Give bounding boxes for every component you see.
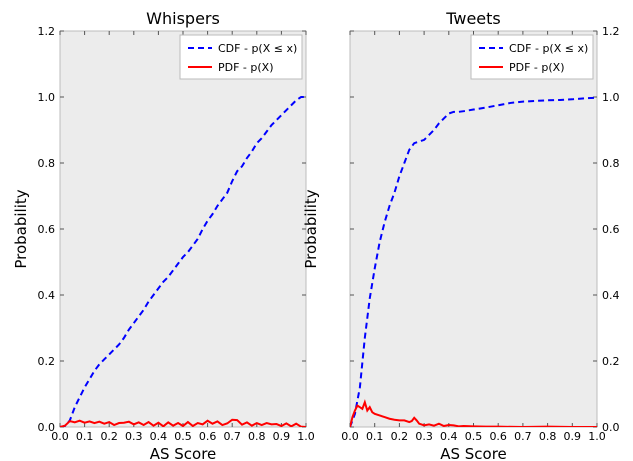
legend-box [179,34,303,80]
x-tick-label: 1.0 [588,430,606,443]
x-tick-label: 0.9 [273,430,291,443]
legend-label: CDF - p(X ≤ x) [509,42,588,55]
chart-panel-1: 0.0 0.1 0.2 0.3 0.4 0.5 0.6 0.7 0.8 0.9 1.00.00.20… [302,9,620,461]
y-tick-label: 1.2 [602,25,620,38]
chart-title: Tweets [445,9,501,28]
chart-title: Whispers [146,9,220,28]
x-tick-label: 0.2 [391,430,409,443]
legend-label: CDF - p(X ≤ x) [218,42,297,55]
x-tick-label: 0.7 [514,430,532,443]
plot-area [59,30,307,428]
x-tick-label: 0.6 [489,430,507,443]
series-line-pdf [60,418,306,427]
y-tick-label: 0.2 [602,355,620,368]
x-tick-label: 0.8 [248,430,266,443]
y-tick-label: 0.0 [38,421,56,434]
x-tick-label: 0.7 [223,430,241,443]
x-tick-label: 0.9 [564,430,582,443]
y-tick-label: 0.2 [38,355,56,368]
y-tick-label: 0.4 [38,289,56,302]
plot-area [349,30,598,428]
legend-label: PDF - p(X) [509,61,565,74]
x-tick-label: 0.3 [125,430,143,443]
y-axis-label: Probability [302,189,320,268]
y-tick-label: 0.8 [602,157,620,170]
x-tick-label: 0.4 [150,430,168,443]
y-tick-label: 0.0 [602,421,620,434]
y-tick-label: 1.0 [602,91,620,104]
x-tick-label: 0.5 [174,430,192,443]
legend-box [470,34,594,80]
x-tick-label: 0.0 [341,430,359,443]
legend: CDF - p(X ≤ x) PDF - p(X) [179,34,303,80]
series-line-pdf [350,399,597,427]
y-axis-label: Probability [12,189,30,268]
x-tick-label: 0.5 [465,430,483,443]
x-tick-label: 0.1 [76,430,94,443]
x-axis-label: AS Score [150,445,217,461]
x-tick-label: 0.6 [199,430,217,443]
series-line-cdf [60,96,306,427]
y-tick-label: 1.2 [38,25,56,38]
legend-label: PDF - p(X) [218,61,274,74]
chart-panel-0: 0.0 0.1 0.2 0.3 0.4 0.5 0.6 0.7 0.8 0.9 1.0 0.0 0.2 0… [12,9,315,461]
x-axis-label: AS Score [440,445,507,461]
x-tick-label: 0.8 [539,430,557,443]
x-tick-label: 0.1 [366,430,384,443]
x-tick-label: 0.3 [415,430,433,443]
y-tick-label: 1.0 [38,91,56,104]
x-tick-label: 1.0 [297,430,315,443]
x-tick-label: 0.2 [100,430,118,443]
y-tick-label: 0.4 [602,289,620,302]
y-tick-label: 0.8 [38,157,56,170]
legend: CDF - p(X ≤ x) PDF - p(X) [470,34,594,80]
x-tick-label: 0.0 [51,430,69,443]
y-tick-label: 0.6 [38,223,56,236]
x-tick-label: 0.4 [440,430,458,443]
y-tick-label: 0.6 [602,223,620,236]
